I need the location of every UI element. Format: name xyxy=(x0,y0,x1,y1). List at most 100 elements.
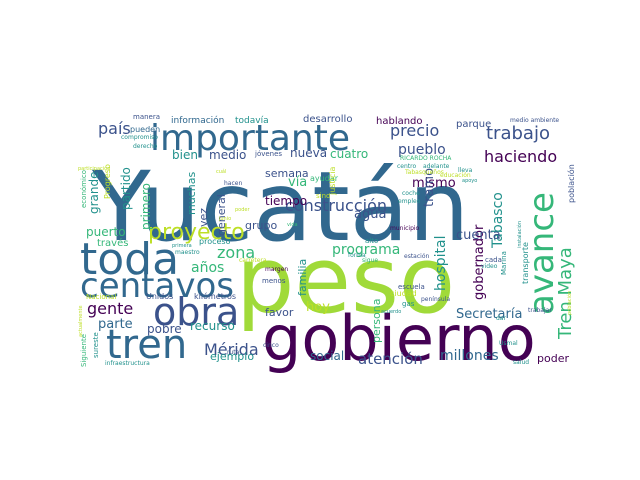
word-haciendo: haciendo xyxy=(484,147,557,166)
word-tren: tren xyxy=(106,322,187,368)
word-primera: primera xyxy=(172,243,192,249)
word-tabasquenos: Tabasqueños xyxy=(404,169,444,176)
word-atencion: atención xyxy=(358,350,423,368)
word-hoy: hoy xyxy=(306,300,330,315)
word-junio: junio xyxy=(218,216,231,222)
word-proceso: proceso xyxy=(199,237,231,246)
word-yucatan: Yucatán xyxy=(91,151,469,263)
word-medio-ambiente: medio ambiente xyxy=(510,117,559,124)
word-cuenta: cuenta xyxy=(456,228,501,243)
word-actualmente: actualmente xyxy=(78,305,84,337)
word-instalacion: instalación xyxy=(516,221,523,248)
word-gente: gente xyxy=(87,299,133,318)
word-participacion: participación xyxy=(78,165,110,172)
word-via: vía xyxy=(288,175,307,190)
word-parte: parte xyxy=(98,317,133,332)
word-gobernador: gobernador xyxy=(472,224,487,300)
word-marina: Marina xyxy=(500,251,508,275)
word-peninsula: península xyxy=(421,296,450,303)
word-ejemplo: ejemplo xyxy=(210,350,254,363)
word-coche: coche xyxy=(402,190,420,197)
word-cuatro: cuatro xyxy=(330,147,368,161)
word-cinco: cinco xyxy=(263,342,279,349)
word-zona: zona xyxy=(217,243,255,262)
word-transporte: transporte xyxy=(521,242,530,284)
word-general: general xyxy=(215,194,228,236)
word-programa: programa xyxy=(332,242,400,258)
word-gas: gas xyxy=(402,300,415,308)
word-sino: sino xyxy=(316,192,330,200)
word-hacen: hacen xyxy=(224,180,242,187)
word-proyecto: proyecto xyxy=(148,220,245,245)
word-compromiso: compromiso xyxy=(121,134,158,141)
word-trabajo: trabajo xyxy=(486,123,550,144)
word-secretaria: Secretaría xyxy=(456,307,522,322)
word-ayudar: ayudar xyxy=(310,174,339,183)
word-grupo: grupo xyxy=(245,219,277,232)
word-unidos: Unidos xyxy=(146,292,173,301)
word-nacional: Nacional xyxy=(86,293,116,301)
word-tabasco: Tabasco xyxy=(490,192,506,249)
word-margen: margen xyxy=(265,266,288,273)
word-tiempo: tiempo xyxy=(265,194,307,208)
word-peso: peso xyxy=(236,227,455,334)
word-derecho: derecho xyxy=(133,143,158,150)
word-informacion: información xyxy=(171,115,224,126)
word-social: social xyxy=(310,349,344,363)
word-pueden: pueden xyxy=(130,125,160,134)
word-dar: dar xyxy=(496,315,506,322)
word-nueva: nueva xyxy=(290,146,327,160)
word-forma: forma xyxy=(348,252,366,259)
word-recurso: recurso xyxy=(190,319,235,333)
word-semana: semana xyxy=(265,167,309,180)
word-pais: país xyxy=(98,119,131,138)
word-centavos: centavos xyxy=(80,266,234,306)
word-todavia: todavía xyxy=(235,116,269,126)
word-tramo: tramo xyxy=(422,168,437,207)
word-parque: parque xyxy=(456,119,491,130)
word-importante: importante xyxy=(150,118,350,159)
word-alto: alto xyxy=(365,237,378,245)
word-maestro: maestro xyxy=(175,249,200,256)
word-economico: económico xyxy=(80,170,88,208)
word-escuela: escuela xyxy=(398,283,425,291)
word-toda: toda xyxy=(80,234,179,285)
word-manera: manera xyxy=(133,113,160,121)
word-pueblo: pueblo xyxy=(398,142,446,158)
word-ciudad: ciudad xyxy=(390,289,417,298)
word-siguiente: Siguiente xyxy=(80,334,88,367)
word-partido: partido xyxy=(119,167,133,210)
word-construccion: construcción xyxy=(285,196,387,215)
word-empleo: empleo xyxy=(398,198,421,205)
word-justicia: justicia xyxy=(328,167,337,196)
word-poblacion-small: población xyxy=(566,291,573,315)
word-agua: agua xyxy=(354,207,386,222)
word-poblacion: población xyxy=(566,164,576,203)
word-progreso: Progreso xyxy=(103,164,112,199)
word-sureste: sureste xyxy=(92,332,100,358)
word-hospital: hospital xyxy=(433,236,449,291)
word-acuerdo: acuerdo xyxy=(381,309,401,315)
word-grande: grande xyxy=(87,171,101,214)
word-infraestructura: infraestructura xyxy=(105,360,150,367)
word-cada: cada xyxy=(485,256,502,264)
word-hablando: hablando xyxy=(376,116,423,127)
word-sigue: sigue xyxy=(362,257,378,264)
word-bien: bien xyxy=(172,148,198,162)
word-lleva: lleva xyxy=(458,167,473,174)
word-municipio: municipio xyxy=(390,225,420,232)
word-precio: precio xyxy=(390,121,439,140)
word-traves: través xyxy=(97,237,128,249)
word-primero: primero xyxy=(139,183,153,230)
word-poder: poder xyxy=(537,352,569,365)
word-pobre: pobre xyxy=(147,322,182,336)
word-desarrollo: desarrollo xyxy=(303,114,352,125)
word-anos: años xyxy=(191,260,224,276)
word-avance: avance xyxy=(522,192,562,315)
word-kilometros: kilómetros xyxy=(194,291,236,301)
word-favor: favor xyxy=(265,306,294,319)
word-poder-small: poder xyxy=(235,207,250,213)
word-medio: medio xyxy=(209,148,246,162)
word-puerto: puerto xyxy=(86,225,126,239)
